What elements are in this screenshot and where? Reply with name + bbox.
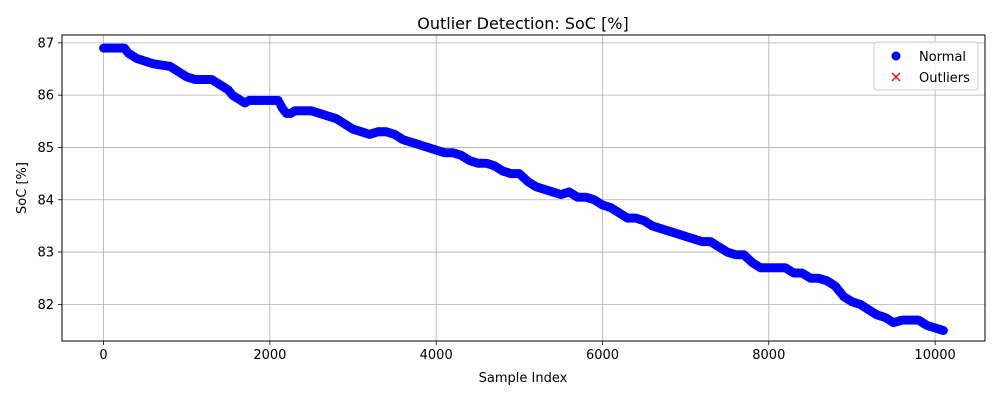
x-tick-label: 8000 [752,348,785,363]
y-axis-ticks: 82 83 84 85 86 87 [37,36,62,313]
y-tick-label: 83 [37,246,54,261]
legend-outliers-marker [891,72,901,82]
x-tick-label: 0 [99,348,107,363]
x-axis-ticks: 0 2000 4000 6000 8000 10000 [99,341,956,363]
y-axis-label: SoC [%] [15,162,30,214]
y-tick-label: 86 [37,89,54,104]
legend-normal-marker [891,51,901,61]
legend-outliers-label: Outliers [919,71,970,86]
x-tick-label: 4000 [420,348,453,363]
x-tick-label: 2000 [253,348,286,363]
legend-normal-label: Normal [919,50,966,65]
y-tick-label: 82 [37,298,54,313]
y-tick-label: 87 [37,36,54,51]
y-tick-label: 84 [37,193,54,208]
grid-lines [62,35,985,341]
chart-title: Outlier Detection: SoC [%] [417,14,629,33]
data-points [99,43,948,335]
x-tick-label: 10000 [914,348,955,363]
normal-point [938,326,948,335]
plot-frame [61,34,986,342]
x-axis-label: Sample Index [479,371,568,386]
x-tick-label: 6000 [586,348,619,363]
legend: Normal Outliers [873,41,979,91]
y-tick-label: 85 [37,141,54,156]
